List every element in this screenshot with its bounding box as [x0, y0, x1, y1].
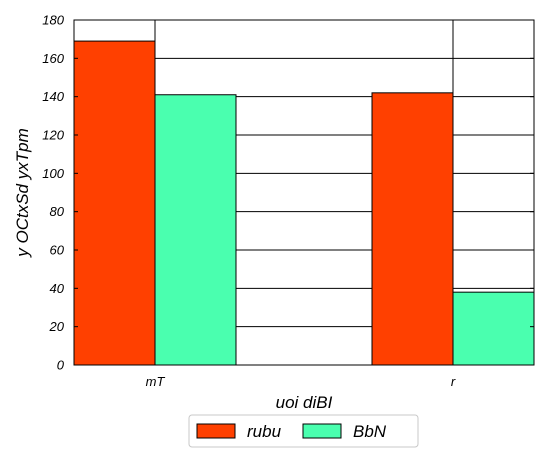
y-tick-label: 160	[42, 51, 64, 66]
bars-group	[73, 40, 535, 366]
bar	[73, 40, 156, 366]
y-tick-label: 140	[42, 89, 64, 104]
y-tick-label: 180	[42, 13, 64, 28]
x-tick-label: r	[451, 374, 456, 389]
legend: rubu BbN	[188, 414, 419, 448]
legend-label: BbN	[353, 422, 387, 441]
y-axis-label: y OCtxSd yxTpm	[13, 128, 32, 257]
legend-swatch	[196, 423, 236, 439]
y-tick-label: 20	[49, 319, 65, 334]
y-tick-label: 60	[50, 243, 65, 258]
y-tick-label: 0	[57, 358, 65, 373]
bar	[371, 92, 454, 366]
legend-swatch	[302, 423, 342, 439]
y-tick-label: 100	[42, 166, 64, 181]
y-tick-label: 120	[42, 128, 64, 143]
y-tick-label: 40	[50, 281, 65, 296]
bar	[154, 94, 237, 366]
y-tick-label: 80	[50, 204, 65, 219]
legend-label: rubu	[247, 422, 282, 441]
x-tick-label: mT	[146, 374, 166, 389]
plot-frame	[73, 19, 535, 366]
x-axis-label: uoi diBI	[276, 393, 333, 412]
bar	[452, 291, 535, 366]
axis-ticks: 0 20 40 60 80 100 120 140 160 180 mT r	[42, 13, 534, 389]
